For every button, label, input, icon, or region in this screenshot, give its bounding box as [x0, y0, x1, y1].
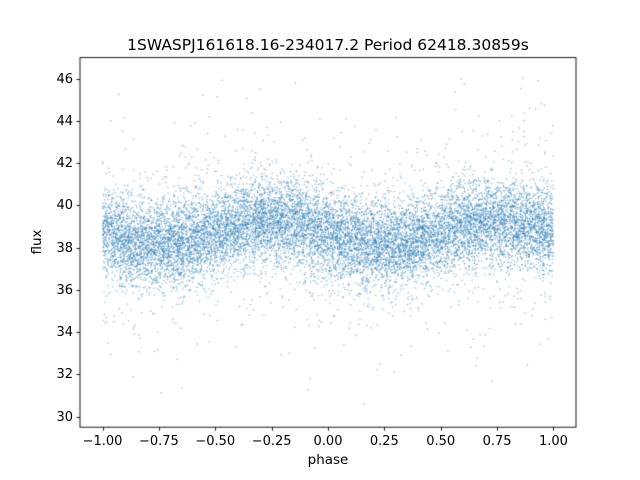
y-tick-label: 46 [56, 71, 73, 87]
x-tick-label: −0.50 [195, 434, 236, 449]
y-tick-label: 36 [56, 282, 73, 298]
x-tick-label: −0.25 [251, 434, 292, 449]
y-tick-label: 42 [56, 156, 73, 172]
x-tick-label: −1.00 [82, 434, 123, 449]
x-tick-label: 0.25 [369, 434, 399, 449]
x-tick-label: 0.50 [426, 434, 456, 449]
y-tick-label: 44 [56, 113, 73, 129]
y-tick-label: 40 [56, 198, 73, 214]
x-tick-label: 0.00 [313, 434, 343, 449]
y-tick-label: 30 [56, 409, 73, 425]
x-tick-label: 0.75 [482, 434, 512, 449]
y-tick-label: 38 [56, 240, 73, 256]
chart-title: 1SWASPJ161618.16-234017.2 Period 62418.3… [127, 36, 529, 54]
y-axis-label: flux [29, 229, 45, 255]
y-tick-label: 32 [56, 367, 73, 383]
x-tick-label: −0.75 [138, 434, 179, 449]
y-tick-label: 34 [56, 325, 73, 341]
x-axis-label: phase [307, 452, 349, 468]
x-tick-label: 1.00 [538, 434, 568, 449]
